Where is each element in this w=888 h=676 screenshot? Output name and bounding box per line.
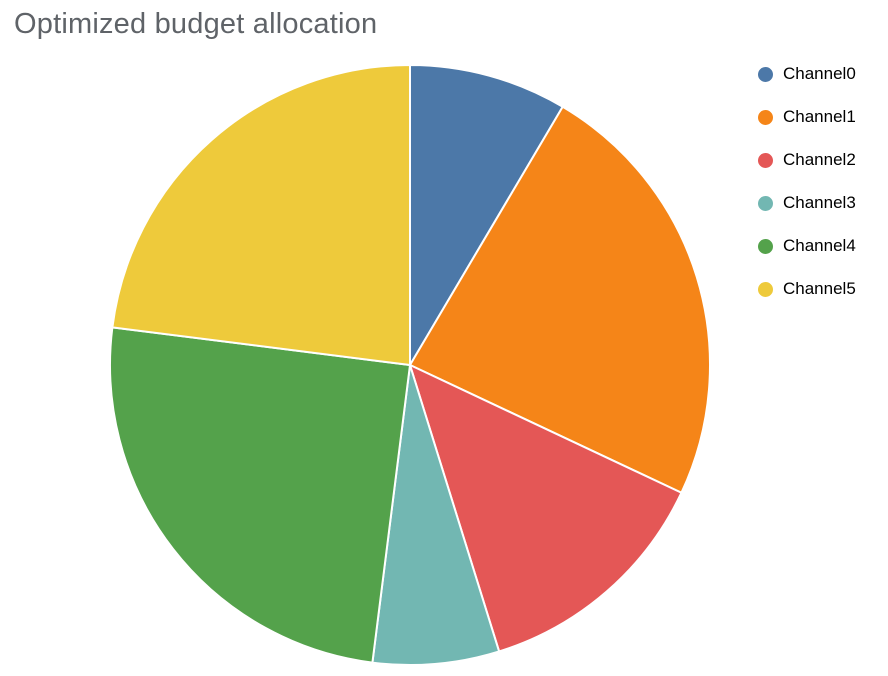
pie-slice-channel5 <box>111 64 411 366</box>
legend-item-channel0: Channel0 <box>758 64 856 84</box>
legend: Channel0 Channel1 Channel2 Channel3 Channel4… <box>758 64 856 299</box>
legend-label: Channel0 <box>783 64 856 83</box>
legend-label: Channel2 <box>783 150 856 169</box>
legend-swatch-icon <box>758 195 773 211</box>
legend-item-channel4: Channel4 <box>758 236 856 256</box>
pie-chart <box>109 64 711 666</box>
pie-slice-channel4 <box>109 326 411 664</box>
pie-slice-channel0 <box>409 64 564 366</box>
legend-item-channel1: Channel1 <box>758 107 856 127</box>
legend-swatch-icon <box>758 152 773 168</box>
legend-swatch-icon <box>758 109 773 125</box>
legend-swatch-icon <box>758 66 773 82</box>
legend-label: Channel3 <box>783 193 856 212</box>
legend-label: Channel1 <box>783 107 856 126</box>
pie-slice-channel1 <box>409 105 711 494</box>
legend-label: Channel5 <box>783 279 856 298</box>
pie-slice-channel3 <box>371 364 501 666</box>
legend-label: Channel4 <box>783 236 856 255</box>
legend-item-channel5: Channel5 <box>758 279 856 299</box>
legend-swatch-icon <box>758 238 773 254</box>
legend-item-channel2: Channel2 <box>758 150 856 170</box>
legend-swatch-icon <box>758 281 773 297</box>
legend-item-channel3: Channel3 <box>758 193 856 213</box>
chart-title: Optimized budget allocation <box>14 8 378 40</box>
